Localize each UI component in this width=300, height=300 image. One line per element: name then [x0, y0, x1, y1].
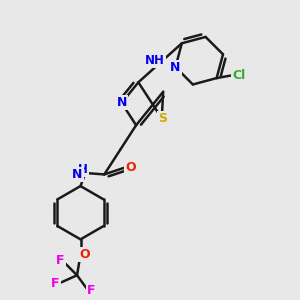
Text: O: O [125, 161, 136, 174]
Text: Cl: Cl [232, 69, 246, 82]
Text: N: N [116, 96, 127, 110]
Text: F: F [56, 254, 65, 267]
Text: F: F [51, 277, 60, 290]
Text: S: S [158, 112, 167, 125]
Text: N: N [170, 61, 181, 74]
Text: F: F [87, 284, 96, 297]
Text: N: N [72, 168, 83, 181]
Text: H: H [78, 163, 88, 176]
Text: NH: NH [145, 54, 165, 67]
Text: O: O [79, 248, 90, 261]
